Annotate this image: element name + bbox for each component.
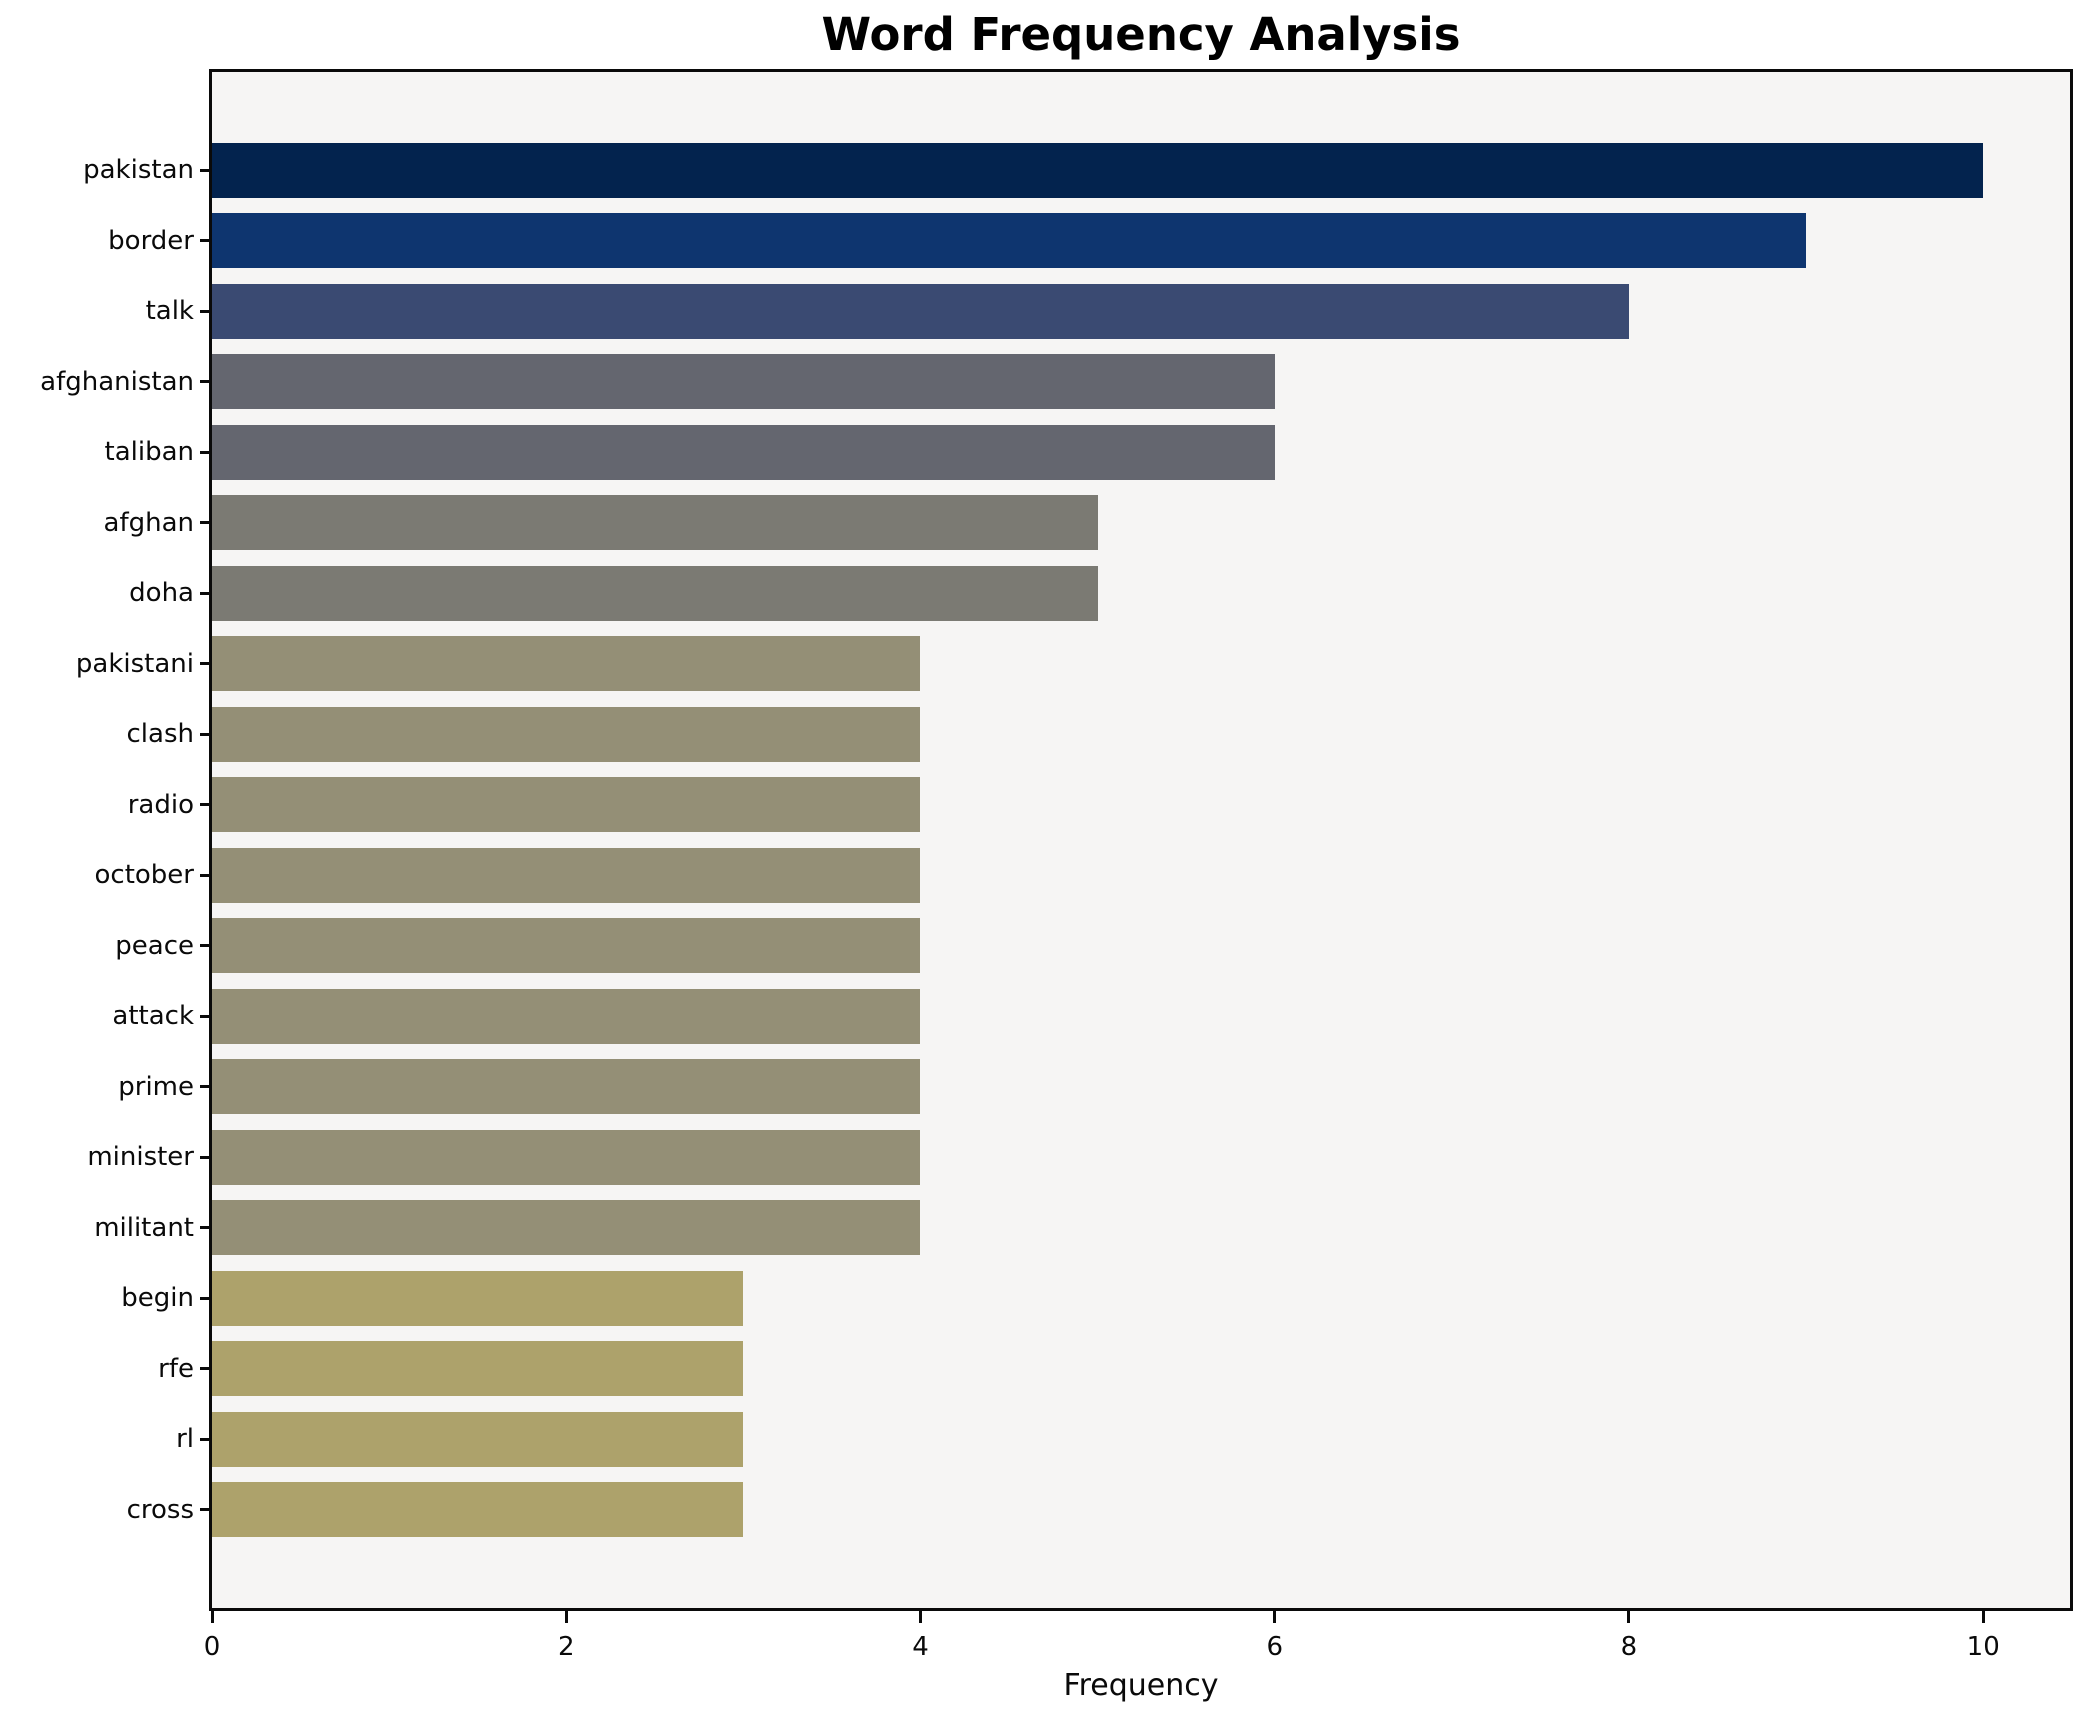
- bar-cross: [212, 1482, 743, 1537]
- x-tick-mark: [564, 1611, 568, 1623]
- y-tick-label: doha: [129, 578, 194, 608]
- x-tick-label: 2: [557, 1632, 575, 1662]
- x-tick-label: 10: [1966, 1632, 2000, 1662]
- bar-rl: [212, 1411, 743, 1467]
- y-tick-mark: [200, 662, 212, 665]
- y-tick-label: clash: [126, 719, 194, 749]
- bar-attack: [212, 988, 920, 1044]
- y-tick-mark: [200, 591, 212, 595]
- y-tick-label: prime: [118, 1071, 194, 1102]
- y-tick-mark: [200, 168, 212, 172]
- y-tick-label: rfe: [158, 1353, 194, 1384]
- x-tick-label: 0: [203, 1632, 221, 1662]
- y-tick-label: peace: [115, 930, 194, 961]
- bar-border: [212, 213, 1806, 268]
- x-tick-mark: [210, 1611, 214, 1623]
- x-axis-label: Frequency: [1063, 1668, 1219, 1703]
- y-tick-mark: [200, 1085, 212, 1088]
- y-tick-label: afghan: [103, 507, 194, 538]
- y-tick-label: minister: [87, 1142, 194, 1172]
- bar-prime: [212, 1059, 920, 1114]
- y-tick-mark: [200, 1367, 212, 1370]
- bar-rfe: [212, 1341, 743, 1396]
- bar-october: [212, 847, 920, 903]
- bar-militant: [212, 1200, 920, 1255]
- bar-doha: [212, 565, 1098, 621]
- bar-pakistan: [212, 142, 1983, 198]
- y-tick-label: attack: [112, 1001, 194, 1031]
- bar-radio: [212, 777, 920, 832]
- y-tick-label: border: [108, 225, 194, 256]
- y-tick-mark: [200, 1155, 212, 1159]
- y-tick-label: begin: [121, 1283, 194, 1313]
- bar-afghan: [212, 495, 1098, 550]
- bar-pakistani: [212, 636, 920, 691]
- x-tick-label: 6: [1266, 1632, 1283, 1662]
- y-tick-mark: [200, 309, 212, 313]
- x-tick-mark: [1627, 1611, 1631, 1623]
- plot-area: [209, 69, 2073, 1611]
- y-tick-label: taliban: [104, 437, 195, 467]
- y-tick-mark: [200, 944, 212, 947]
- y-tick-label: radio: [127, 789, 194, 820]
- y-tick-mark: [200, 239, 212, 242]
- y-tick-mark: [200, 1014, 212, 1018]
- y-tick-label: rl: [176, 1424, 194, 1454]
- y-tick-label: pakistani: [75, 648, 194, 679]
- y-tick-mark: [200, 1296, 212, 1300]
- y-tick-mark: [200, 1508, 212, 1511]
- x-tick-label: 4: [912, 1632, 929, 1662]
- bar-minister: [212, 1129, 920, 1185]
- x-tick-label: 8: [1620, 1632, 1638, 1662]
- y-tick-mark: [200, 873, 212, 877]
- bar-clash: [212, 706, 920, 762]
- y-tick-mark: [200, 1437, 212, 1441]
- y-tick-mark: [200, 521, 212, 524]
- y-tick-label: afghanistan: [40, 366, 194, 397]
- y-tick-mark: [200, 732, 212, 736]
- y-tick-mark: [200, 380, 212, 383]
- chart-title: Word Frequency Analysis: [821, 8, 1461, 61]
- y-tick-label: pakistan: [83, 155, 194, 185]
- x-tick-mark: [1981, 1611, 1985, 1623]
- y-tick-label: talk: [145, 296, 194, 326]
- x-tick-mark: [1273, 1611, 1277, 1623]
- bar-begin: [212, 1270, 743, 1326]
- y-tick-label: october: [94, 860, 195, 890]
- y-tick-mark: [200, 803, 212, 806]
- y-tick-mark: [200, 1226, 212, 1229]
- bar-afghanistan: [212, 354, 1275, 409]
- y-tick-label: militant: [94, 1212, 194, 1243]
- y-tick-mark: [200, 450, 212, 454]
- bar-peace: [212, 918, 920, 973]
- y-tick-label: cross: [126, 1494, 194, 1525]
- x-tick-mark: [918, 1611, 922, 1623]
- bar-talk: [212, 283, 1629, 339]
- bar-taliban: [212, 424, 1275, 480]
